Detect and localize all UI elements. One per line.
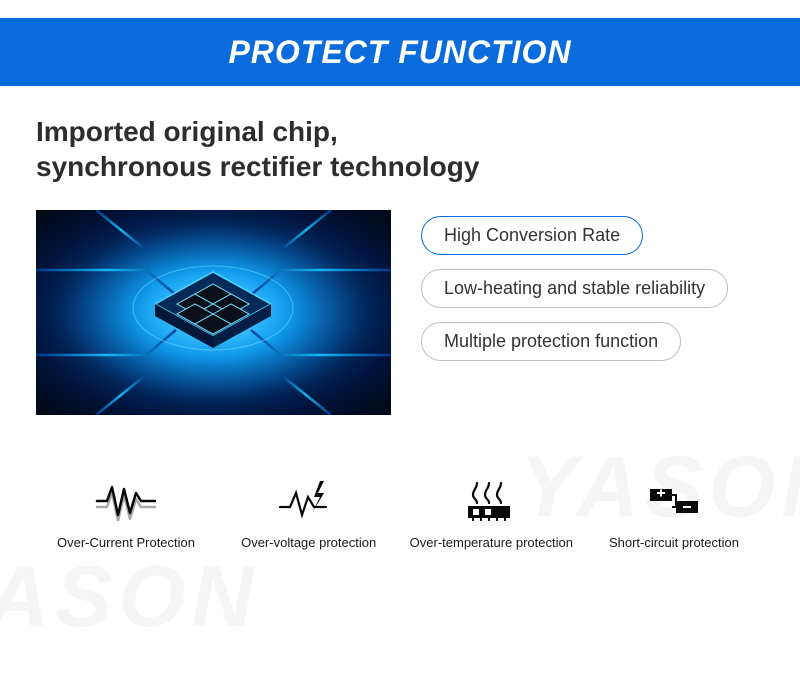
over-voltage-icon bbox=[277, 477, 341, 525]
icon-cell-over-current: Over-Current Protection bbox=[36, 477, 216, 550]
main-row: High Conversion Rate Low-heating and sta… bbox=[0, 210, 800, 415]
feature-pills: High Conversion Rate Low-heating and sta… bbox=[421, 216, 728, 361]
icon-label: Short-circuit protection bbox=[609, 535, 739, 550]
pill-low-heating: Low-heating and stable reliability bbox=[421, 269, 728, 308]
watermark: YASON bbox=[0, 548, 259, 647]
subtitle-line1: Imported original chip, bbox=[36, 114, 800, 149]
chip-image bbox=[36, 210, 391, 415]
icon-cell-over-temperature: Over-temperature protection bbox=[401, 477, 581, 550]
pill-high-conversion: High Conversion Rate bbox=[421, 216, 643, 255]
icon-cell-short-circuit: Short-circuit protection bbox=[584, 477, 764, 550]
pill-multiple-protection: Multiple protection function bbox=[421, 322, 681, 361]
banner: PROTECT FUNCTION bbox=[0, 18, 800, 86]
icon-label: Over-temperature protection bbox=[410, 535, 573, 550]
subtitle: Imported original chip, synchronous rect… bbox=[36, 114, 800, 184]
icon-label: Over-voltage protection bbox=[241, 535, 376, 550]
short-circuit-icon bbox=[642, 477, 706, 525]
icon-cell-over-voltage: Over-voltage protection bbox=[219, 477, 399, 550]
subtitle-line2: synchronous rectifier technology bbox=[36, 149, 800, 184]
icon-label: Over-Current Protection bbox=[57, 535, 195, 550]
protection-icon-row: Over-Current Protection Over-voltage pro… bbox=[0, 477, 800, 550]
over-temperature-icon bbox=[459, 477, 523, 525]
over-current-icon bbox=[94, 477, 158, 525]
banner-title: PROTECT FUNCTION bbox=[228, 34, 571, 71]
